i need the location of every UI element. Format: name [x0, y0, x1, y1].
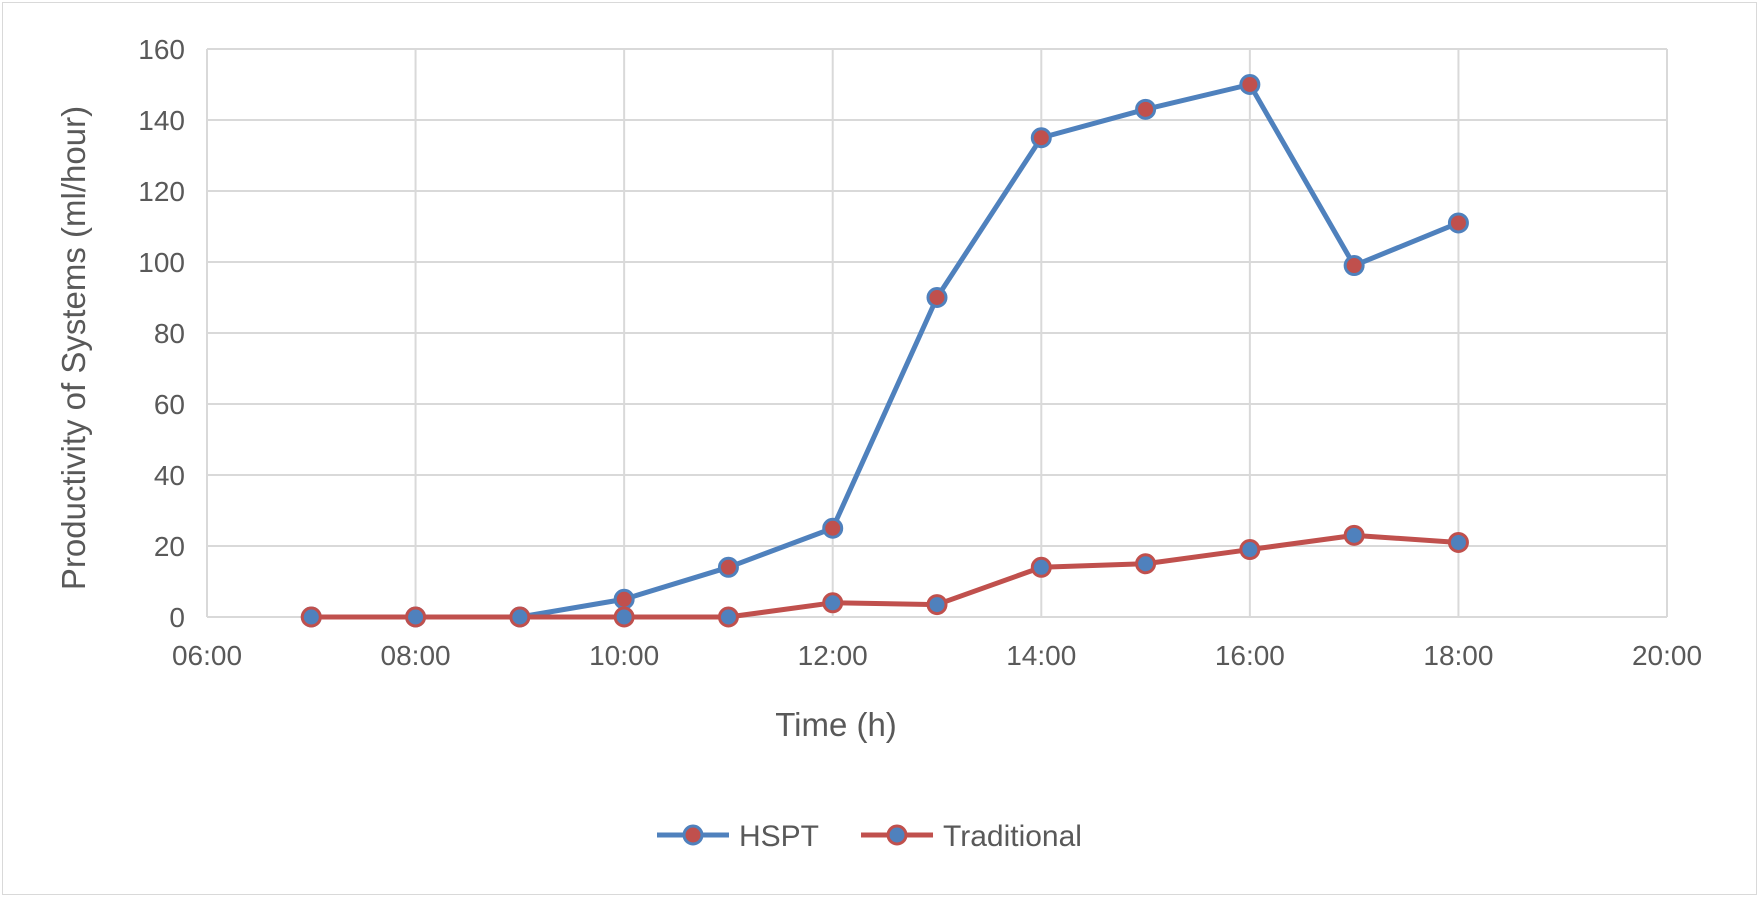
y-tick-label: 60	[154, 389, 185, 420]
data-point	[1343, 524, 1365, 546]
y-tick-label: 20	[154, 531, 185, 562]
data-point	[509, 606, 531, 628]
y-tick-label: 120	[138, 176, 185, 207]
grid-layer	[206, 48, 1668, 618]
data-point	[1030, 556, 1052, 578]
series-line	[311, 532, 1459, 620]
data-point	[1447, 212, 1469, 234]
legend-item: HSPT	[657, 820, 819, 853]
x-tick-label: 20:00	[1632, 640, 1702, 671]
legend: HSPT Traditional	[657, 820, 1082, 853]
y-tick-label: 160	[138, 34, 185, 65]
data-point	[1030, 127, 1052, 149]
x-axis-title: Time (h)	[775, 706, 897, 743]
x-tick-label: 10:00	[589, 640, 659, 671]
y-axis-title: Productivity of Systems (ml/hour)	[55, 106, 92, 590]
data-point	[300, 606, 322, 628]
series-line	[311, 82, 1460, 620]
legend-marker-swatch	[682, 824, 704, 846]
y-tick-label: 0	[169, 602, 185, 633]
data-point	[717, 606, 739, 628]
x-tick-label: 08:00	[381, 640, 451, 671]
x-tick-label: 12:00	[798, 640, 868, 671]
data-point	[926, 287, 948, 308]
x-tick-labels: 06:00 08:00 10:00 12:00 14:00 16:00 18:00 20:00	[172, 640, 1702, 671]
legend-marker-swatch	[886, 824, 908, 846]
x-tick-label: 06:00	[172, 640, 242, 671]
legend-item: Traditional	[861, 820, 1082, 853]
data-point	[405, 606, 427, 628]
y-tick-label: 40	[154, 460, 185, 491]
y-tick-label: 100	[138, 247, 185, 278]
data-point	[822, 517, 844, 539]
y-tick-label: 80	[154, 318, 185, 349]
data-point	[717, 556, 739, 578]
data-point	[1343, 255, 1365, 277]
y-tick-label: 140	[138, 105, 185, 136]
data-point	[613, 606, 635, 628]
x-tick-label: 16:00	[1215, 640, 1285, 671]
series-traditional	[300, 524, 1469, 628]
x-tick-label: 14:00	[1006, 640, 1076, 671]
series-layer	[300, 74, 1469, 628]
data-point	[1239, 539, 1261, 561]
data-point	[1239, 74, 1261, 95]
data-point	[1447, 531, 1469, 553]
data-point	[822, 592, 844, 614]
data-point	[613, 588, 635, 610]
legend-label: Traditional	[943, 820, 1082, 853]
data-point	[1135, 553, 1157, 575]
data-point	[926, 594, 948, 616]
data-point	[1135, 98, 1157, 120]
line-chart: 0 20 40 60 80 100 120 140 160 06:00 08:00 10:00 12:…	[55, 34, 1702, 853]
legend-label: HSPT	[739, 820, 819, 853]
y-tick-labels: 0 20 40 60 80 100 120 140 160	[138, 34, 185, 633]
x-tick-label: 18:00	[1423, 640, 1493, 671]
